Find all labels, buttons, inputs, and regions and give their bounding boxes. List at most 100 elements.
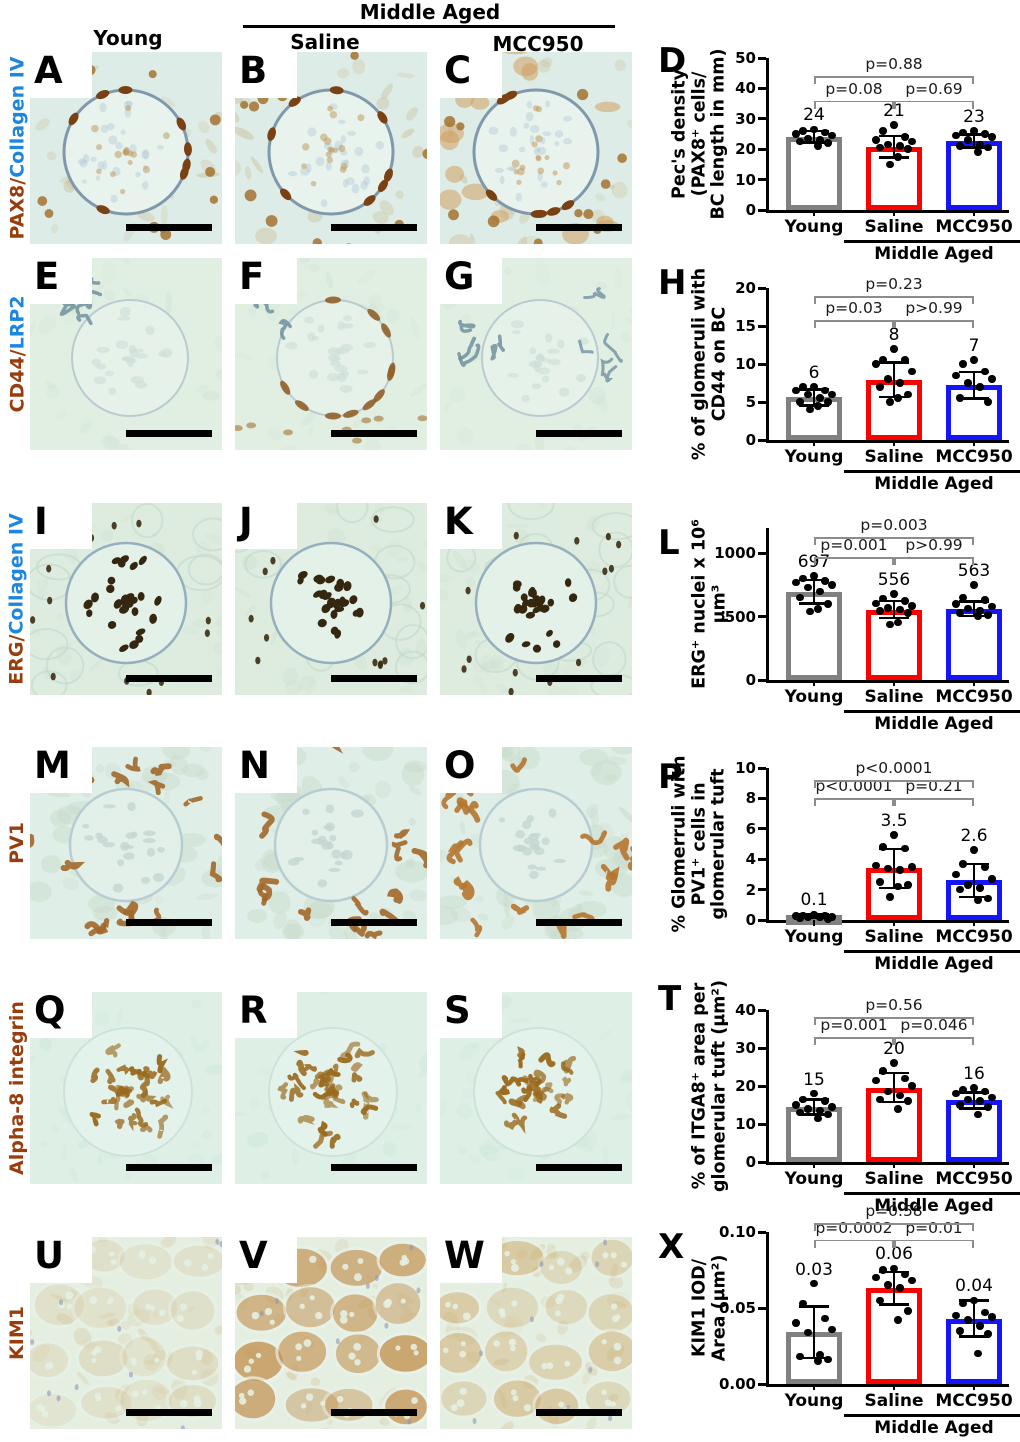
data-point [894, 882, 902, 891]
panel-cell: C [440, 52, 632, 244]
micrograph-svg [30, 258, 222, 450]
sig-bracket-label: p=0.56 [865, 995, 923, 1014]
sig-bracket-label: p>0.99 [905, 298, 963, 317]
chart-panel: T% of ITGA8⁺ area per glomerular tuft (μm… [648, 980, 1020, 1218]
middle-aged-label: Middle Aged [874, 714, 994, 734]
data-point [901, 844, 909, 853]
data-point [876, 143, 884, 152]
sig-bracket-tick [894, 556, 896, 565]
data-point [908, 137, 916, 146]
data-point [904, 1307, 912, 1315]
data-point [976, 140, 984, 149]
sig-bracket-tick [894, 100, 896, 109]
row-stain-label-text: PV1 [6, 822, 28, 864]
data-point [956, 885, 964, 894]
data-point [821, 1097, 829, 1105]
sig-bracket-tick [814, 798, 816, 807]
panel-notch [440, 992, 502, 1038]
x-tick-mark [892, 210, 896, 216]
y-tick-mark [758, 827, 766, 831]
data-point [890, 345, 898, 353]
mean-label: 3.5 [880, 810, 908, 831]
data-point [804, 583, 812, 592]
data-point [796, 137, 804, 146]
sig-bracket [814, 556, 894, 559]
data-point [959, 360, 967, 368]
sig-bracket [894, 100, 974, 103]
row-stain-label-text: ERG/Collagen IV [6, 513, 28, 684]
row-stain-label-part: Collagen IV [6, 56, 28, 178]
sig-bracket [814, 1222, 974, 1225]
mean-label: 15 [803, 1069, 825, 1090]
data-point [901, 1270, 909, 1279]
panel-notch [235, 1237, 297, 1283]
error-bar-cap [879, 361, 909, 364]
data-point [804, 1328, 812, 1337]
y-tick-label: 0 [745, 201, 756, 219]
scale-bar [331, 919, 417, 926]
y-tick-label: 0.00 [718, 1375, 756, 1393]
scale-bar [331, 1409, 417, 1416]
y-axis-label: Pec's density (PAX8⁺ cells/BC length in m… [670, 48, 730, 219]
data-point [894, 153, 902, 161]
data-point [879, 1266, 887, 1274]
data-point [799, 1299, 807, 1308]
error-bar [812, 579, 816, 604]
y-tick-label: 10 [735, 1115, 756, 1133]
data-point [904, 881, 912, 889]
sig-bracket-tick [814, 780, 816, 789]
mean-label: 0.03 [795, 1259, 833, 1280]
panel-notch [235, 747, 297, 793]
data-point [956, 1101, 964, 1109]
bar [786, 1106, 842, 1162]
x-tick-mark [892, 680, 896, 686]
data-point [792, 1319, 800, 1327]
x-group-label: Saline [864, 927, 924, 947]
y-tick-mark [758, 208, 766, 212]
scale-bar [126, 1164, 212, 1171]
data-point [984, 1103, 992, 1111]
y-tick-mark [758, 678, 766, 682]
data-point [810, 383, 818, 391]
data-point [956, 394, 964, 402]
panel-letter: V [239, 1237, 268, 1277]
data-point [988, 875, 996, 883]
data-point [976, 383, 984, 391]
x-tick-mark [972, 440, 976, 446]
panel-cell: O [440, 747, 632, 939]
y-tick-mark [758, 86, 766, 90]
micrograph-svg [235, 1237, 427, 1429]
sig-bracket-tick [814, 319, 816, 328]
data-point [828, 1103, 836, 1111]
row-stain-label-part: / [6, 177, 28, 185]
error-bar-cap [879, 1303, 909, 1306]
data-point [908, 1082, 916, 1090]
row-stain-label-part: KIM1 [6, 1306, 29, 1360]
y-tick-label: 6 [745, 819, 756, 838]
y-tick-label: 30 [735, 109, 756, 128]
error-bar-cap [799, 578, 829, 582]
panel-notch [235, 52, 297, 98]
y-tick-mark [758, 1306, 766, 1310]
row-stain-label: PV1 [0, 747, 34, 939]
panel-notch [30, 747, 92, 793]
sig-bracket [894, 1239, 974, 1242]
data-point [804, 1105, 812, 1113]
data-point [816, 1106, 824, 1115]
sig-bracket-tick [972, 319, 974, 328]
y-tick-label: 10 [735, 170, 756, 189]
panel-cell: G [440, 258, 632, 450]
y-tick-label: 20 [735, 1077, 756, 1095]
y-tick-label: 15 [735, 317, 756, 335]
error-bar-cap [879, 1071, 909, 1075]
data-point [810, 910, 818, 919]
micrograph-svg [235, 747, 427, 939]
data-point [896, 1091, 904, 1100]
panel-letter: K [444, 503, 473, 543]
data-point [976, 884, 984, 892]
sig-bracket-tick [814, 1222, 816, 1231]
y-tick-mark [758, 766, 766, 770]
y-tick-mark [758, 615, 766, 619]
panel-letter: R [239, 992, 268, 1032]
sig-bracket-tick [972, 798, 974, 807]
